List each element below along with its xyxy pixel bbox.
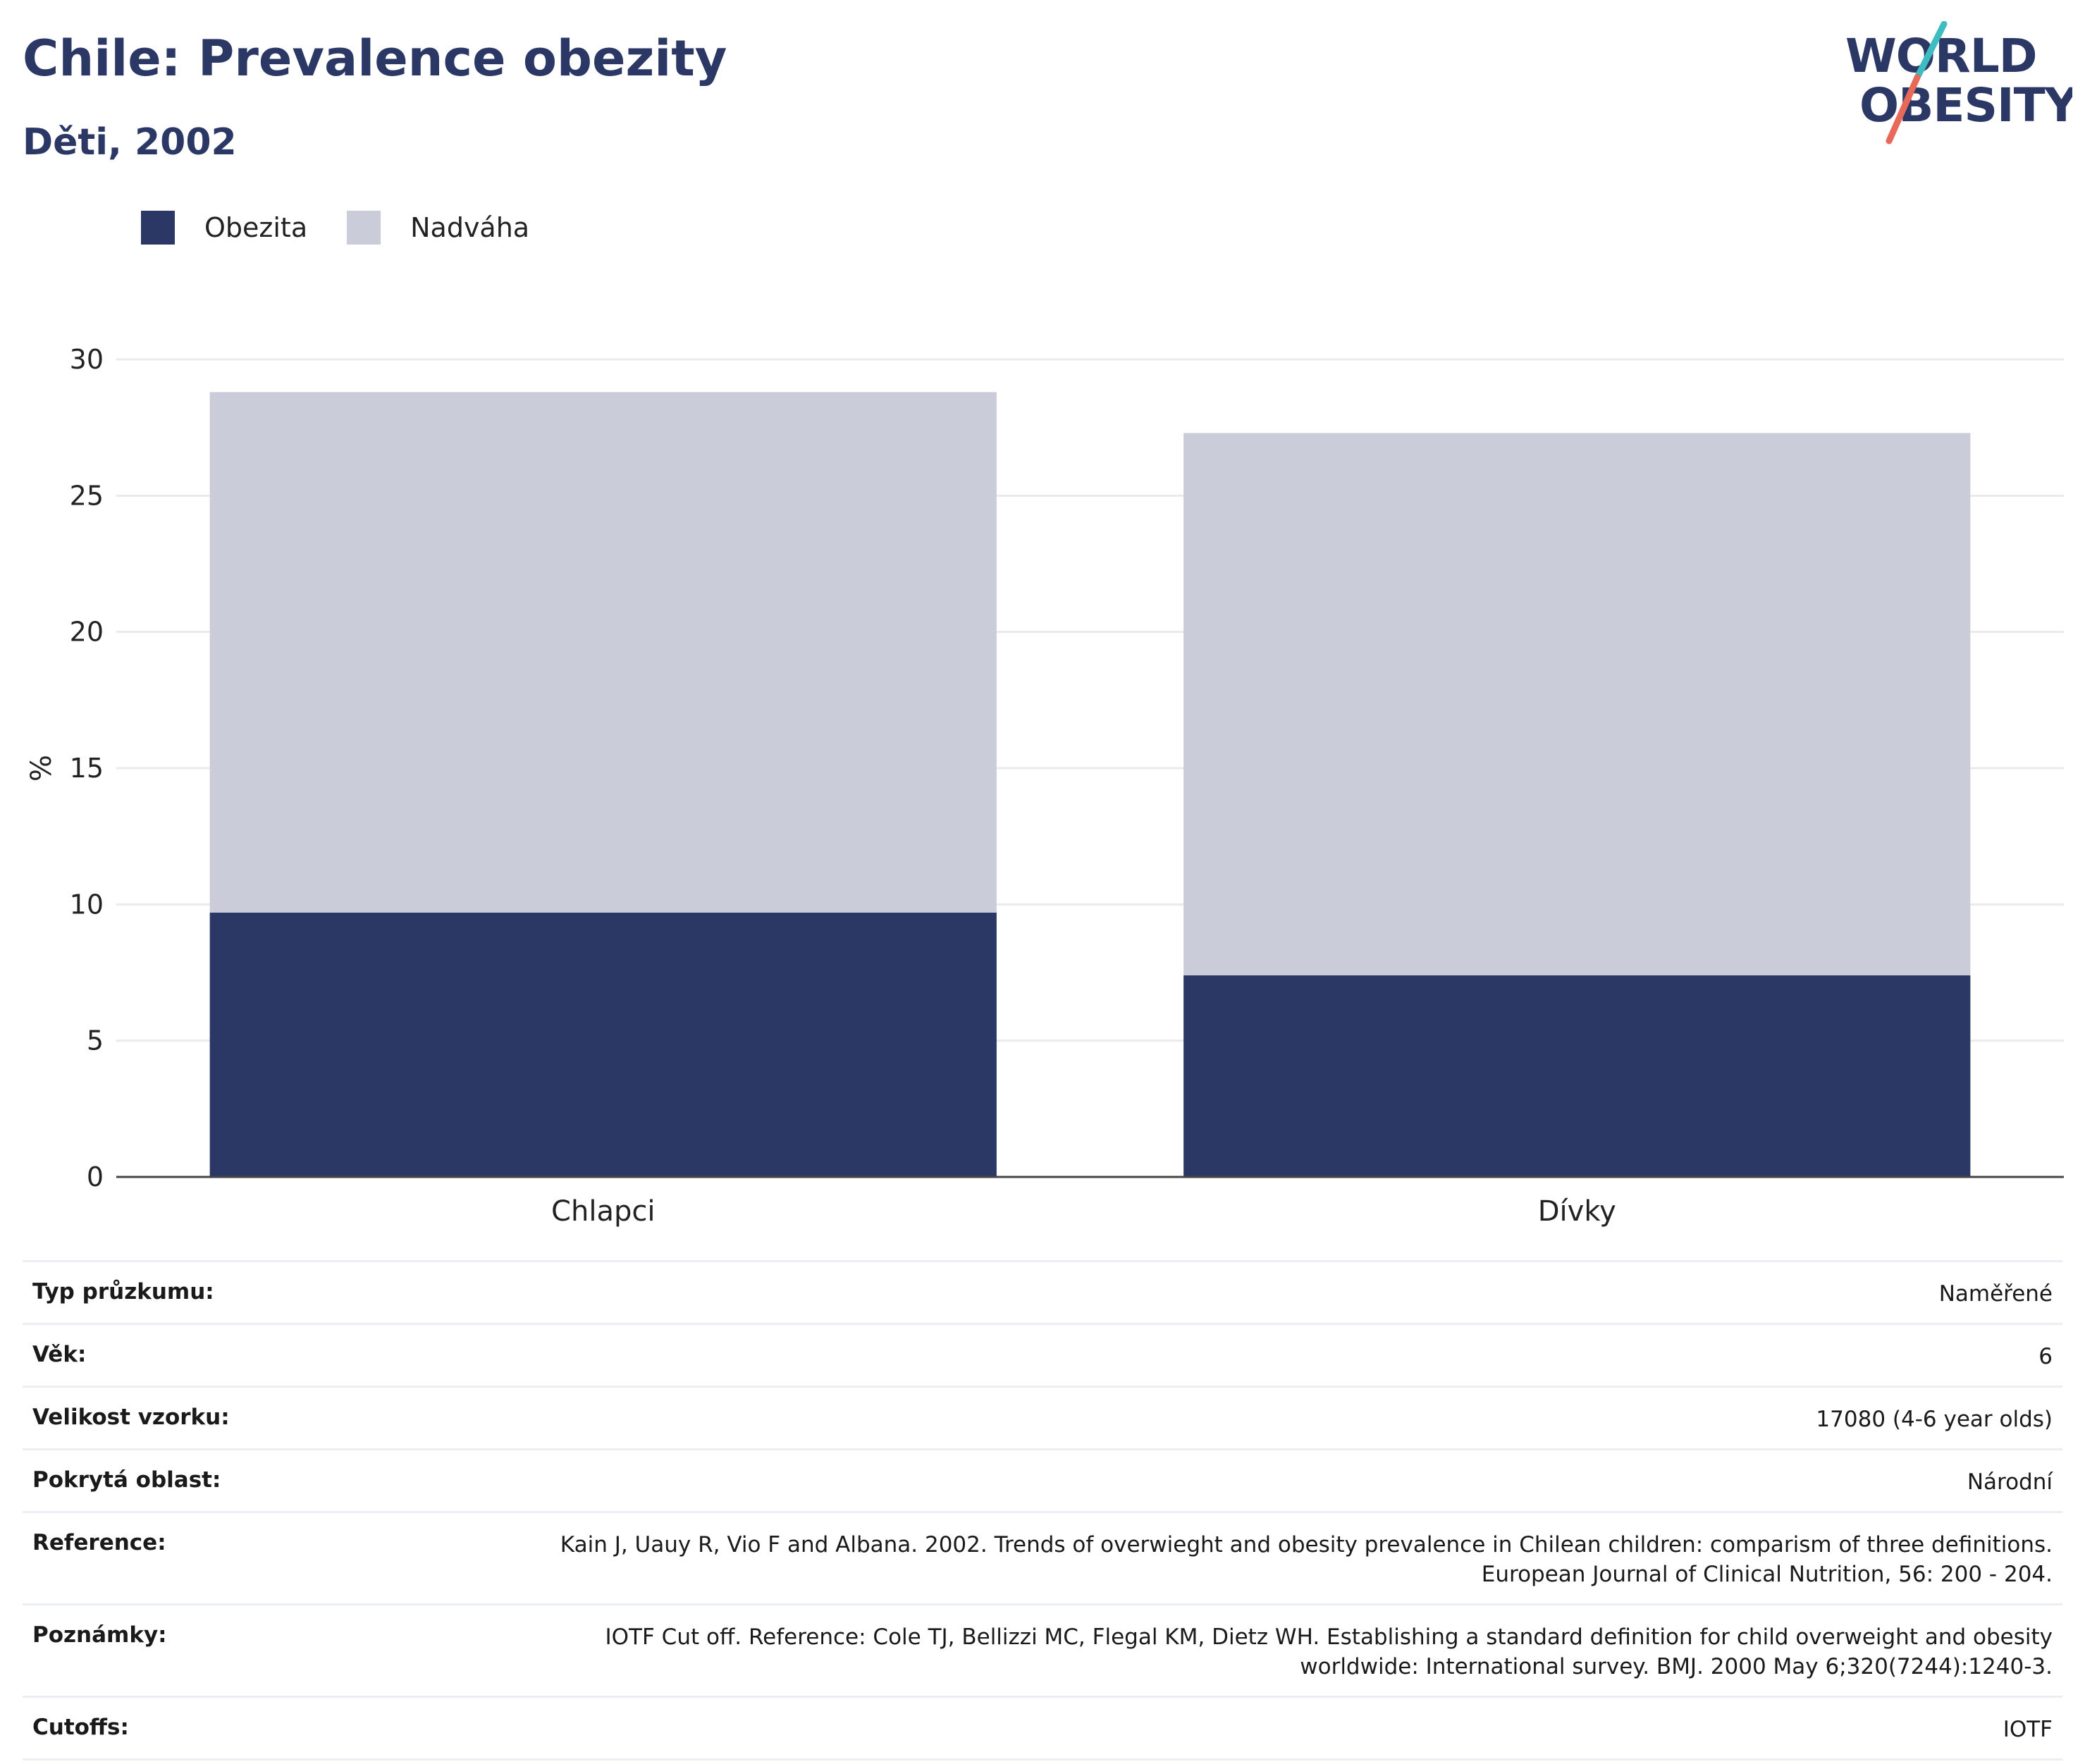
info-value: 6 [536,1324,2062,1387]
y-axis-label: % [25,755,58,782]
info-row: Pokrytá oblast: Národní [23,1449,2062,1512]
info-value-line: European Journal of Clinical Nutrition, … [1481,1562,2053,1587]
info-row: Typ průzkumu: Naměřené [23,1261,2062,1324]
info-value-line: 17080 (4-6 year olds) [1816,1407,2053,1432]
info-row: Velikost vzorku: 17080 (4-6 year olds) [23,1386,2062,1450]
info-value-line: IOTF Cut off. Reference: Cole TJ, Belliz… [605,1624,2053,1650]
chart-title: Chile: Prevalence obezity [23,30,727,87]
legend-swatch-obesity [141,211,175,245]
y-tick-label-5: 5 [87,1025,104,1056]
svg-text:OBESITY: OBESITY [1859,78,2072,132]
stacked-bar-chart: 0 5 10 15 20 25 30% Chlapci Dívky [0,317,2085,1233]
info-value-line: 6 [2038,1344,2053,1369]
info-key: Pokrytá oblast: [32,1467,221,1493]
chart-plot: 0 5 10 15 20 25 30% Chlapci Dívky [25,344,2064,1228]
info-value: IOTF Cut off. Reference: Cole TJ, Belliz… [536,1605,2062,1697]
info-value: IOTF [536,1697,2062,1760]
info-value: Národní [536,1450,2062,1512]
y-tick-label-0: 0 [87,1161,104,1192]
world-obesity-logo[interactable]: WORLD OBESITY [1840,21,2072,148]
chart-subtitle: Děti, 2002 [23,121,237,164]
info-value-line: IOTF [2003,1717,2053,1742]
world-obesity-logo-graphic: WORLD OBESITY [1845,21,2072,144]
y-tick-label-20: 20 [70,617,104,648]
info-row: Cutoffs: IOTF [23,1696,2062,1760]
y-tick-label-15: 15 [70,753,104,784]
info-row: Poznámky: IOTF Cut off. Reference: Cole T… [23,1604,2062,1697]
bar-obesity-0 [209,912,997,1177]
legend-item-overweight[interactable]: Nadváha [347,211,529,245]
info-value: 17080 (4-6 year olds) [536,1387,2062,1450]
info-value-line: Národní [1967,1469,2053,1495]
chart-legend: Obezita Nadváha [141,210,569,245]
info-value: Naměřené [536,1262,2062,1324]
info-key: Cutoffs: [32,1715,129,1740]
y-tick-label-25: 25 [70,480,104,511]
info-value: Kain J, Uauy R, Vio F and Albana. 2002. … [536,1512,2062,1605]
info-key: Velikost vzorku: [32,1405,230,1430]
info-row: Reference: Kain J, Uauy R, Vio F and Alba… [23,1512,2062,1605]
info-key: Poznámky: [32,1622,167,1648]
info-key: Typ průzkumu: [32,1279,214,1305]
x-category-label-0: Chlapci [551,1195,655,1228]
legend-label-overweight: Nadváha [410,212,530,243]
info-value-line: Kain J, Uauy R, Vio F and Albana. 2002. … [560,1532,2053,1558]
svg-text:WORLD: WORLD [1845,29,2037,83]
legend-swatch-overweight [347,211,381,245]
info-value-line: Naměřené [1938,1281,2053,1307]
y-tick-label-30: 30 [70,344,104,375]
info-row: Věk: 6 [23,1324,2062,1387]
legend-item-obesity[interactable]: Obezita [141,211,307,245]
bar-obesity-1 [1183,975,1971,1177]
x-category-label-1: Dívky [1538,1195,1616,1228]
info-value-line: worldwide: International survey. BMJ. 20… [1300,1654,2053,1679]
legend-label-obesity: Obezita [204,212,308,243]
info-key: Reference: [32,1530,166,1555]
bar-overweight-1 [1183,433,1971,975]
info-key: Věk: [32,1342,87,1367]
survey-info-table: Typ průzkumu: Naměřené Věk: 6 Velikost vzork… [23,1260,2062,1760]
y-tick-label-10: 10 [70,889,104,920]
bar-overweight-0 [209,392,997,913]
